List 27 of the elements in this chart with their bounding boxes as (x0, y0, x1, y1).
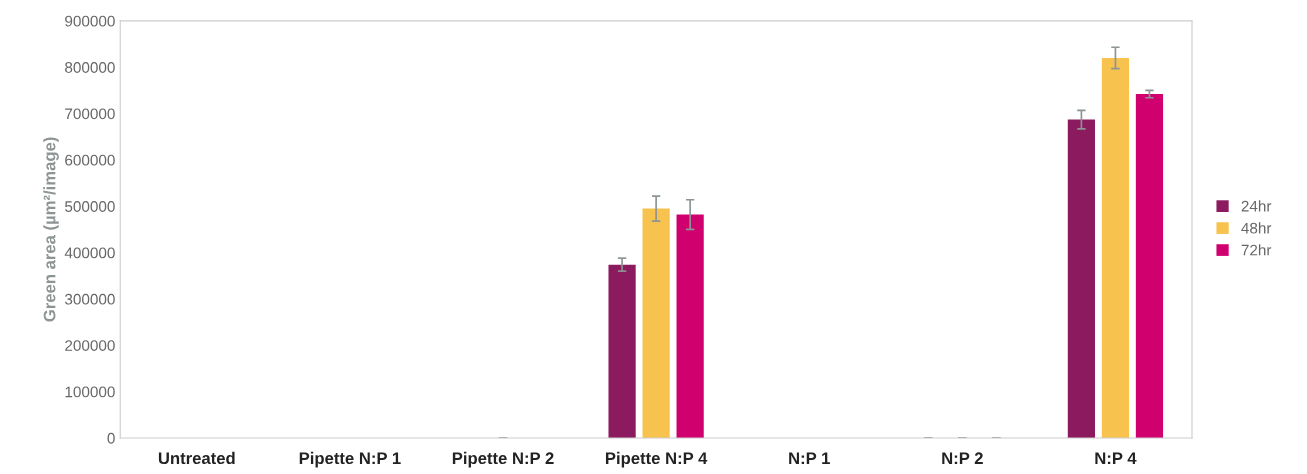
y-tick-label: 800000 (65, 62, 115, 73)
y-tick-label: 700000 (65, 108, 115, 120)
y-tick-label: 200000 (65, 340, 115, 351)
y-tick-label: 300000 (64, 293, 115, 305)
y-tick-label: 400000 (64, 247, 115, 259)
legend-label: 48hr (1241, 222, 1272, 234)
y-tick-label: 900000 (65, 15, 115, 27)
y-axis-title: Green area (µm²/image) (43, 137, 59, 322)
x-tick-label: Pipette N:P 1 (299, 451, 401, 468)
x-tick-label: N:P 1 (789, 452, 830, 464)
x-tick-label: Pipette N:P 4 (605, 451, 708, 468)
y-tick-label: 0 (107, 432, 115, 444)
x-tick-label: Untreated (158, 451, 235, 465)
legend-label: 24hr (1241, 200, 1272, 212)
y-tick-label: 600000 (65, 154, 115, 166)
y-tick-label: 500000 (65, 201, 115, 212)
bar (1067, 119, 1096, 438)
bar (676, 214, 704, 438)
bar (642, 208, 670, 438)
bar (1101, 57, 1130, 438)
legend-label: 72hr (1241, 244, 1272, 256)
y-tick-label: 100000 (65, 386, 115, 398)
x-tick-label: N:P 4 (1095, 452, 1137, 464)
bar (1135, 94, 1164, 438)
x-tick-label: N:P 2 (942, 452, 983, 464)
x-tick-label: Pipette N:P 2 (452, 451, 554, 468)
bar (608, 264, 636, 438)
